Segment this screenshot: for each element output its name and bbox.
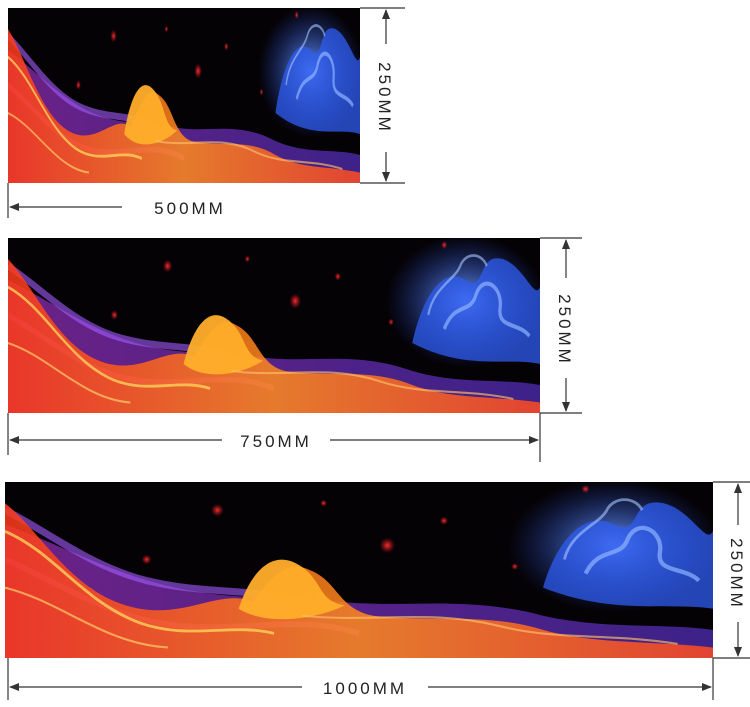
panel-500mm: 250MM 500MM: [7, 5, 405, 218]
flame-image: [5, 478, 720, 658]
flame-image: [8, 5, 364, 184]
width-label: 750MM: [240, 432, 312, 451]
width-label: 500MM: [154, 199, 226, 218]
width-label: 1000MM: [323, 679, 407, 698]
height-label: 250MM: [555, 294, 574, 366]
height-label: 250MM: [375, 62, 394, 134]
flame-image: [8, 235, 545, 414]
panel-750mm: 250MM 750MM: [7, 235, 582, 462]
panel-1000mm: 250MM 1000MM: [5, 478, 750, 700]
height-label: 250MM: [727, 538, 746, 610]
